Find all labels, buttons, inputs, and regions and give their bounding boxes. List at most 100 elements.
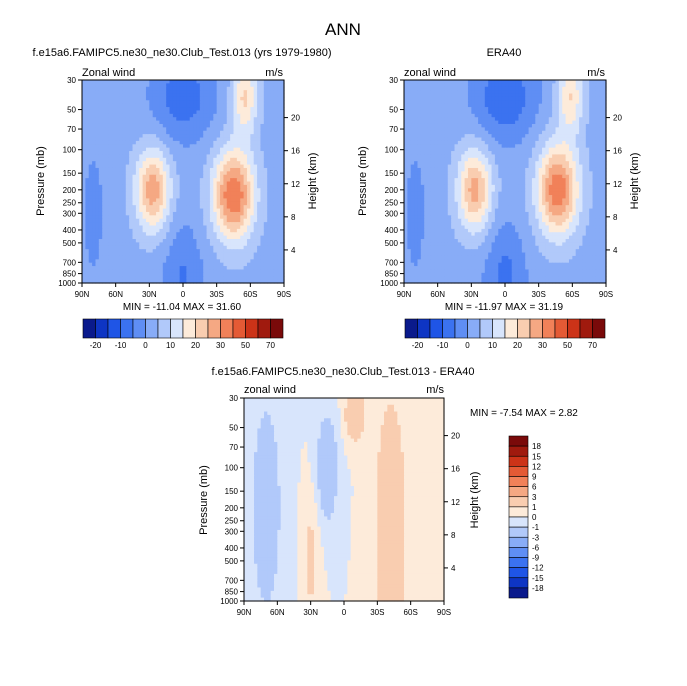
contour-cell — [176, 191, 181, 196]
contour-cell — [142, 174, 147, 179]
contour-cell — [257, 255, 262, 260]
contour-cell — [105, 232, 110, 237]
contour-cell — [119, 276, 123, 281]
contour-cell — [575, 147, 580, 152]
contour-cell — [250, 239, 255, 243]
contour-cell — [129, 242, 134, 247]
contour-cell — [273, 255, 278, 260]
contour-cell — [599, 90, 604, 95]
contour-cell — [196, 134, 201, 139]
contour-cell — [166, 272, 171, 277]
contour-cell — [206, 276, 211, 281]
contour-cell — [88, 218, 93, 223]
contour-cell — [404, 103, 408, 108]
contour-cell — [257, 205, 262, 210]
contour-cell — [196, 191, 201, 196]
contour-cell — [253, 249, 258, 254]
contour-cell — [183, 255, 187, 260]
contour-cell — [260, 259, 265, 264]
contour-cell — [189, 140, 194, 145]
contour-cell — [139, 130, 144, 135]
contour-cell — [589, 110, 594, 115]
contour-cell — [230, 232, 235, 237]
contour-cell — [183, 178, 187, 183]
contour-cell — [531, 107, 536, 112]
contour-cell — [515, 117, 520, 122]
contour-cell — [88, 110, 93, 115]
contour-cell — [176, 130, 181, 135]
contour-cell — [508, 80, 513, 84]
contour-cell — [108, 144, 113, 149]
contour-cell — [216, 272, 221, 277]
contour-cell — [132, 178, 137, 183]
contour-cell — [203, 208, 208, 213]
contour-cell — [575, 96, 580, 101]
contour-cell — [250, 107, 255, 112]
contour-cell — [474, 134, 479, 139]
contour-cell — [213, 151, 218, 156]
contour-cell — [454, 100, 459, 105]
contour-cell — [203, 127, 208, 132]
contour-cell — [545, 113, 550, 118]
contour-cell — [267, 191, 272, 196]
contour-cell — [434, 107, 439, 112]
contour-cell — [125, 161, 130, 166]
contour-cell — [246, 110, 251, 115]
contour-cell — [535, 117, 540, 122]
contour-cell — [420, 86, 425, 91]
contour-cell — [525, 83, 530, 88]
contour-cell — [196, 245, 201, 250]
contour-cell — [602, 130, 607, 135]
contour-cell — [95, 90, 100, 95]
contour-cell — [498, 93, 503, 98]
contour-cell — [464, 120, 469, 125]
contour-cell — [515, 130, 520, 135]
contour-cell — [82, 100, 86, 105]
contour-cell — [186, 191, 191, 196]
contour-cell — [85, 103, 90, 108]
contour-cell — [172, 195, 177, 200]
contour-cell — [206, 113, 211, 118]
contour-cell — [491, 90, 496, 95]
contour-cell — [172, 181, 177, 186]
contour-cell — [152, 215, 157, 220]
contour-cell — [589, 86, 594, 91]
contour-cell — [494, 123, 499, 128]
contour-cell — [240, 93, 245, 98]
contour-cell — [85, 198, 90, 203]
contour-cell — [277, 147, 282, 152]
contour-cell — [558, 96, 563, 101]
contour-cell — [223, 215, 228, 220]
contour-cell — [575, 83, 580, 88]
contour-cell — [98, 211, 103, 216]
contour-cell — [183, 218, 187, 223]
contour-cell — [209, 259, 214, 264]
contour-cell — [491, 103, 496, 108]
contour-cell — [518, 110, 523, 115]
contour-cell — [152, 181, 157, 186]
contour-cell — [152, 86, 157, 91]
contour-cell — [595, 100, 600, 105]
contour-cell — [112, 259, 117, 264]
contour-cell — [515, 103, 520, 108]
contour-cell — [135, 134, 140, 139]
contour-cell — [159, 120, 164, 125]
contour-cell — [98, 154, 103, 159]
contour-cell — [152, 279, 157, 284]
contour-cell — [102, 83, 107, 88]
contour-cell — [562, 90, 567, 95]
contour-cell — [135, 100, 140, 105]
contour-cell — [589, 90, 594, 95]
contour-cell — [115, 161, 120, 166]
contour-cell — [494, 100, 499, 105]
contour-cell — [240, 181, 245, 186]
contour-cell — [82, 245, 86, 250]
contour-cell — [240, 272, 245, 277]
contour-cell — [149, 130, 154, 135]
contour-cell — [179, 208, 184, 213]
contour-cell — [552, 117, 557, 122]
contour-cell — [135, 83, 140, 88]
contour-cell — [236, 103, 241, 108]
contour-cell — [484, 130, 489, 135]
contour-cell — [152, 242, 157, 247]
